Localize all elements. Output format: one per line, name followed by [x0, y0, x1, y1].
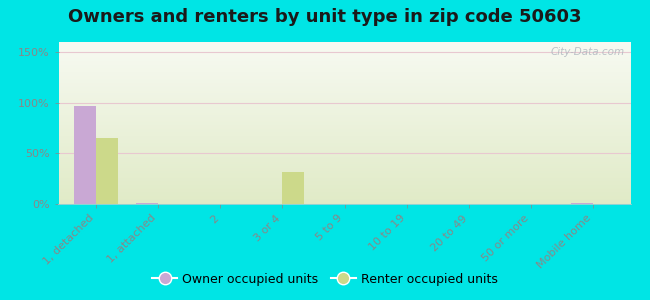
Bar	[571, 203, 593, 204]
Text: Owners and renters by unit type in zip code 50603: Owners and renters by unit type in zip c…	[68, 8, 582, 26]
Text: City-Data.com: City-Data.com	[551, 47, 625, 57]
Bar	[282, 172, 304, 204]
Bar	[96, 138, 118, 204]
Bar	[74, 106, 96, 204]
Bar	[136, 203, 158, 204]
Legend: Owner occupied units, Renter occupied units: Owner occupied units, Renter occupied un…	[148, 268, 502, 291]
